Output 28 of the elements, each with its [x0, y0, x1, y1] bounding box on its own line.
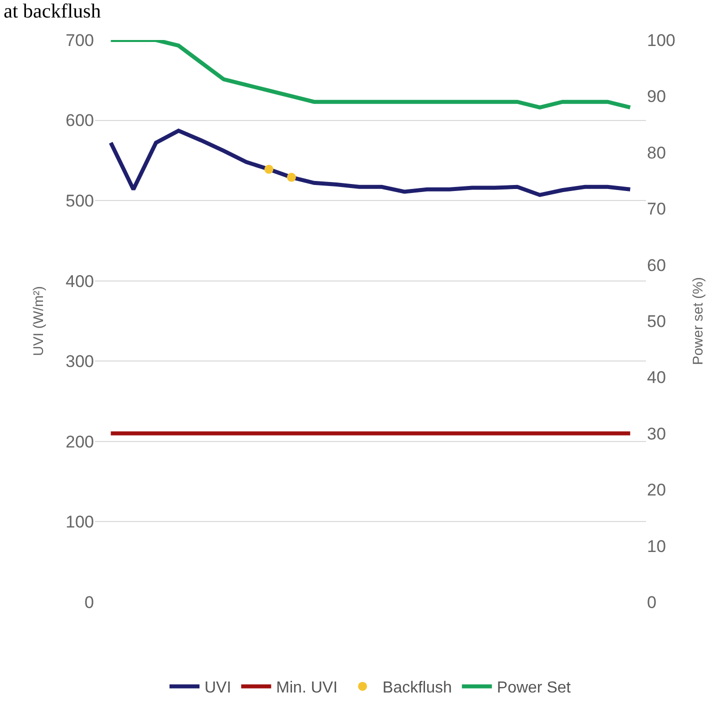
y2-tick-label: 30	[647, 424, 666, 444]
y-tick-label: 600	[66, 111, 94, 130]
legend-label: Backflush	[382, 680, 452, 697]
line-series	[108, 128, 632, 197]
y-tick-label: 500	[66, 192, 94, 211]
y2-tick-label: 10	[647, 536, 666, 556]
y2-tick-label: 90	[647, 87, 666, 106]
y2-tick-label: 20	[647, 480, 666, 500]
y-tick-label: 0	[84, 592, 94, 612]
line-series	[108, 40, 632, 110]
chart-title: at backflush	[4, 0, 101, 23]
y-tick-label: 400	[66, 272, 94, 291]
y2-axis-title: Power set (%)	[690, 277, 706, 365]
y-axis-title: UVI (W/m²)	[30, 286, 46, 356]
legend-label: Power Set	[496, 680, 572, 697]
y-tick-label: 300	[66, 352, 94, 372]
y-tick-label: 700	[66, 30, 94, 50]
y-tick-label: 200	[66, 432, 94, 452]
y2-tick-label: 50	[647, 312, 666, 331]
y2-tick-label: 40	[647, 368, 666, 388]
y2-tick-label: 60	[647, 256, 666, 275]
legend-label: Min. UVI	[276, 680, 338, 697]
y2-tick-label: 70	[647, 200, 666, 219]
legend-label: UVI	[204, 680, 232, 697]
y2-tick-label: 100	[647, 30, 676, 50]
y2-tick-label: 80	[647, 143, 666, 162]
y-tick-label: 100	[66, 512, 94, 532]
y2-tick-label: 0	[647, 592, 656, 612]
